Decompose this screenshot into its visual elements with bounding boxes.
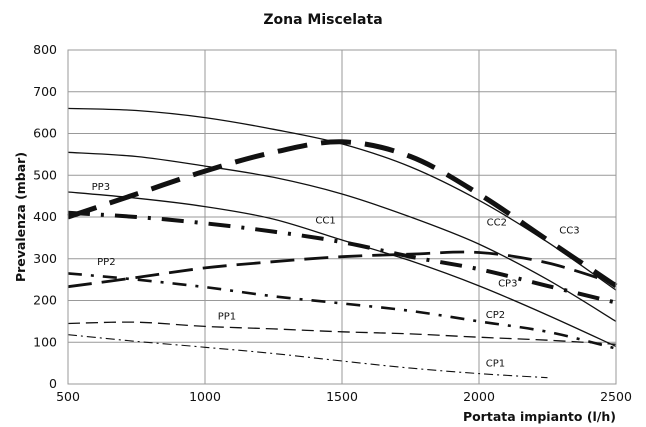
series-label-pp2: PP2 <box>97 257 115 268</box>
plot-frame <box>67 49 617 385</box>
x-tick-label: 500 <box>56 389 80 404</box>
series-line-cc1 <box>67 191 617 347</box>
series-label-cc1: CC1 <box>315 215 335 226</box>
series-label-cc2: CC2 <box>487 217 507 228</box>
x-tick-label: 2500 <box>600 389 632 404</box>
y-tick-label: 100 <box>33 334 57 349</box>
series-label-cp2: CP2 <box>486 310 505 321</box>
series-line-pp2 <box>67 250 617 289</box>
series-line-cc2 <box>67 151 617 322</box>
series-line-pp1 <box>67 321 617 345</box>
y-axis-title: Prevalenza (mbar) <box>13 152 28 282</box>
x-tick-labels: 500 1000 1500 2000 2500 <box>56 389 632 404</box>
y-tick-label: 700 <box>33 84 57 99</box>
series-line-cp2 <box>67 272 617 350</box>
y-tick-label: 600 <box>33 126 57 141</box>
series-label-cc3: CC3 <box>559 226 579 237</box>
y-tick-label: 300 <box>33 251 57 266</box>
series-label-pp3: PP3 <box>92 182 110 193</box>
y-tick-label: 400 <box>33 209 57 224</box>
y-tick-label: 500 <box>33 167 57 182</box>
series-line-pp3 <box>67 139 618 288</box>
series-label-cp1: CP1 <box>486 358 505 369</box>
y-tick-label: 800 <box>33 42 57 57</box>
series-label-pp1: PP1 <box>218 311 236 322</box>
x-axis-title: Portata impianto (l/h) <box>463 409 616 424</box>
series-label-cp3: CP3 <box>498 279 517 290</box>
series-lines <box>67 107 618 379</box>
y-tick-label: 200 <box>33 293 57 308</box>
x-tick-label: 1500 <box>326 389 358 404</box>
x-tick-label: 1000 <box>189 389 221 404</box>
x-tick-label: 2000 <box>463 389 495 404</box>
series-labels: CC3 CC2 CC1 PP3 CP3 PP2 CP2 PP1 CP1 <box>92 182 580 370</box>
series-line-cp1 <box>67 334 548 379</box>
y-tick-labels: 0 100 200 300 400 500 600 700 800 <box>33 42 57 391</box>
chart-title: Zona Miscelata <box>263 12 382 28</box>
y-tick-label: 0 <box>49 376 57 391</box>
